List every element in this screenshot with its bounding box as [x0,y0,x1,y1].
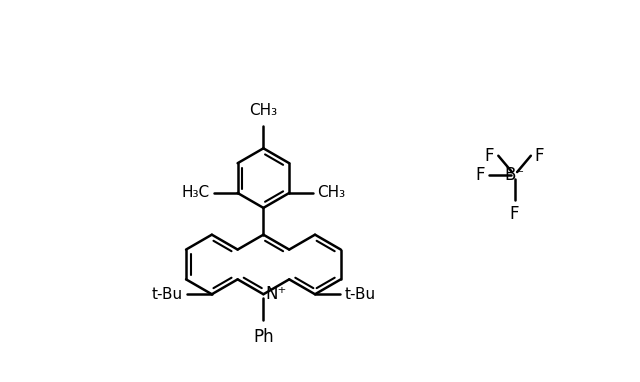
Text: F: F [485,147,494,165]
Text: Ph: Ph [253,327,274,345]
Text: t-Bu: t-Bu [152,287,182,302]
Text: H₃C: H₃C [182,186,210,201]
Text: B⁻: B⁻ [504,166,525,184]
Text: t-Bu: t-Bu [344,287,376,302]
Text: N⁺: N⁺ [266,285,287,303]
Text: CH₃: CH₃ [317,186,345,201]
Text: F: F [535,147,544,165]
Text: CH₃: CH₃ [250,103,278,118]
Text: F: F [510,206,519,223]
Text: F: F [476,166,485,184]
